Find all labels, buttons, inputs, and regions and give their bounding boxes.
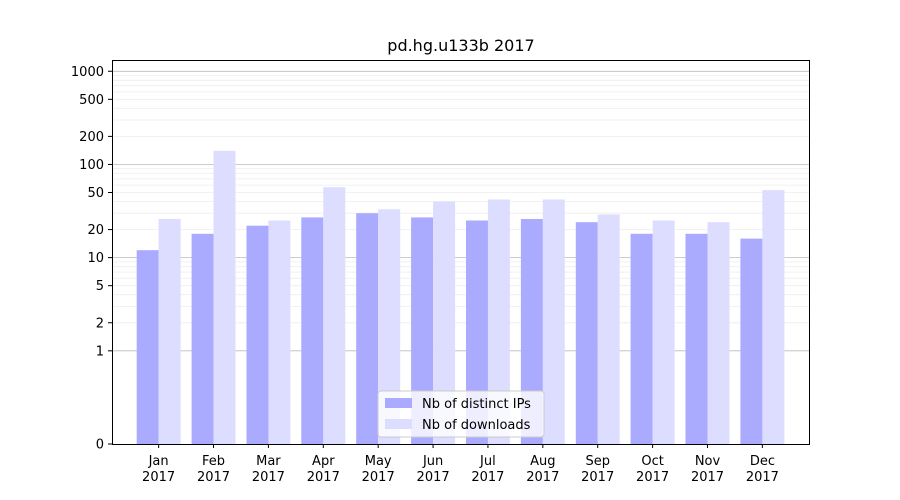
bar-distinct-ips: [356, 213, 379, 444]
bars-layer: [136, 150, 785, 445]
legend-swatch-downloads: [385, 419, 412, 429]
legend-swatch-ips: [385, 398, 412, 408]
bar-downloads: [487, 199, 510, 444]
x-tick-label: Dec 2017: [746, 454, 779, 485]
chart-title: pd.hg.u133b 2017: [387, 36, 534, 55]
bar-distinct-ips: [466, 220, 488, 444]
bar-downloads: [762, 190, 785, 444]
bar-downloads: [323, 187, 346, 444]
y-tick-label: 1: [96, 344, 104, 359]
x-tick-label: Mar 2017: [252, 454, 285, 485]
x-tick-label: Jan 2017: [142, 454, 175, 485]
y-tick-label: 5: [96, 279, 104, 294]
bar-downloads: [268, 220, 291, 444]
bar-downloads: [542, 199, 565, 444]
y-axis: 0 1 2 5 10 20 50 100 200 500 1000: [71, 65, 112, 453]
legend-label-ips: Nb of distinct IPs: [422, 397, 531, 412]
bar-distinct-ips: [191, 233, 214, 444]
x-tick-label: Feb 2017: [197, 454, 230, 485]
bar-distinct-ips: [740, 238, 763, 444]
x-tick-label: May 2017: [362, 454, 395, 485]
bar-downloads: [378, 209, 401, 444]
bar-downloads: [707, 222, 730, 444]
bar-downloads: [652, 220, 675, 444]
x-tick-label: Nov 2017: [691, 454, 724, 485]
bar-distinct-ips: [411, 217, 434, 444]
y-tick-label: 10: [87, 251, 104, 266]
x-axis: Jan 2017 Feb 2017 Mar 2017 Apr 2017 May 2017 Jun 20…: [142, 444, 779, 485]
bar-downloads: [433, 201, 456, 444]
bar-distinct-ips: [630, 233, 653, 444]
x-tick-label: Sep 2017: [581, 454, 614, 485]
bar-downloads: [158, 219, 181, 444]
bar-distinct-ips: [246, 225, 269, 444]
y-tick-label: 20: [87, 223, 104, 238]
bar-distinct-ips: [520, 219, 543, 444]
legend: Nb of distinct IPs Nb of downloads: [377, 390, 545, 438]
bar-distinct-ips: [301, 217, 324, 444]
x-tick-label: Jul 2017: [471, 454, 504, 485]
x-tick-label: Jun 2017: [417, 454, 450, 485]
y-tick-label: 1000: [71, 65, 104, 80]
plot-frame: [112, 60, 810, 445]
legend-label-downloads: Nb of downloads: [422, 418, 531, 433]
x-tick-label: Oct 2017: [636, 454, 669, 485]
bar-distinct-ips: [575, 222, 598, 444]
bar-distinct-ips: [685, 233, 708, 444]
x-tick-label: Apr 2017: [307, 454, 340, 485]
y-tick-label: 0: [96, 438, 104, 453]
bar-distinct-ips: [136, 250, 159, 444]
y-tick-label: 100: [79, 158, 104, 173]
bar-downloads: [597, 214, 620, 444]
bar-downloads: [213, 150, 236, 445]
y-tick-label: 500: [79, 93, 104, 108]
y-tick-label: 200: [79, 130, 104, 145]
y-tick-label: 2: [96, 316, 104, 331]
y-tick-label: 50: [87, 186, 104, 201]
legend-box: [377, 390, 545, 438]
x-tick-label: Aug 2017: [526, 454, 559, 485]
